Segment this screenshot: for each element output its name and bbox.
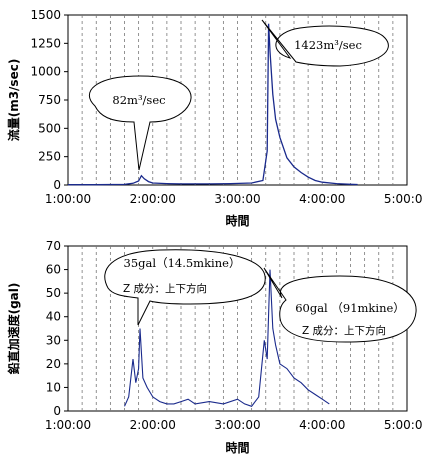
y-tick-label: 500 xyxy=(38,121,61,135)
x-tick-label: 5:00:00 xyxy=(384,192,422,206)
accel-annotation-right-sub: Z 成分：上下方向 xyxy=(302,324,386,337)
accel-annotation-right: 60gal （91mkine） Z 成分：上下方向 xyxy=(263,267,417,343)
accel-series-line xyxy=(123,269,330,407)
accel-y-axis-label: 鉛直加速度(gal) xyxy=(6,283,21,376)
accel-annotation-left: 35gal（14.5mkine） Z 成分：上下方向 xyxy=(104,249,266,326)
y-tick-label: 20 xyxy=(46,357,61,371)
x-tick-label: 3:00:00 xyxy=(214,418,260,432)
x-tick-label: 1:00:00 xyxy=(45,418,91,432)
accel-y-ticks: 0 10 20 30 40 50 60 70 xyxy=(46,239,68,418)
x-tick-label: 4:00:00 xyxy=(299,192,345,206)
x-tick-label: 4:00:00 xyxy=(299,418,345,432)
x-tick-label: 3:00:00 xyxy=(214,192,260,206)
x-tick-label: 2:00:00 xyxy=(130,192,176,206)
acceleration-chart: 0 10 20 30 40 50 60 70 1:00:00 2:00:00 3:00:00 4:0… xyxy=(6,239,422,455)
flow-series-line xyxy=(68,23,358,186)
flow-chart: 0 250 500 750 1000 1250 1500 1:00:00 2:00:00 3:0… xyxy=(6,8,422,228)
y-tick-label: 50 xyxy=(46,286,61,300)
flow-x-ticks: 1:00:00 2:00:00 3:00:00 4:00:00 5:00:00 xyxy=(45,192,422,206)
accel-annotation-left-text: 35gal（14.5mkine） xyxy=(124,256,241,270)
y-tick-label: 70 xyxy=(46,239,61,253)
y-tick-label: 1000 xyxy=(30,65,61,79)
y-tick-label: 1500 xyxy=(30,8,61,22)
y-tick-label: 0 xyxy=(53,404,61,418)
accel-x-ticks: 1:00:00 2:00:00 3:00:00 4:00:00 5:00:00 xyxy=(45,418,422,432)
flow-y-axis-label: 流量(m3/sec) xyxy=(6,59,21,142)
flow-y-ticks: 0 250 500 750 1000 1250 1500 xyxy=(30,8,68,192)
y-tick-label: 1250 xyxy=(30,36,61,50)
x-tick-label: 2:00:00 xyxy=(130,418,176,432)
y-tick-label: 40 xyxy=(46,310,61,324)
y-tick-label: 10 xyxy=(46,380,61,394)
flow-annotation-peak-text: 1423m³/sec xyxy=(294,38,362,52)
flow-annotation-small: 82m³/sec xyxy=(89,75,192,171)
flow-annotation-small-text: 82m³/sec xyxy=(112,93,165,107)
flow-annotation-peak: 1423m³/sec xyxy=(261,19,389,67)
y-tick-label: 250 xyxy=(38,150,61,164)
x-tick-label: 5:00:00 xyxy=(384,418,422,432)
y-tick-label: 750 xyxy=(38,93,61,107)
y-tick-label: 30 xyxy=(46,333,61,347)
flow-x-axis-label: 時間 xyxy=(225,213,249,228)
x-tick-label: 1:00:00 xyxy=(45,192,91,206)
accel-annotation-left-sub: Z 成分：上下方向 xyxy=(123,282,207,295)
accel-annotation-right-text: 60gal （91mkine） xyxy=(295,301,405,315)
accel-x-axis-label: 時間 xyxy=(225,440,249,455)
y-tick-label: 60 xyxy=(46,263,61,277)
y-tick-label: 0 xyxy=(53,178,61,192)
